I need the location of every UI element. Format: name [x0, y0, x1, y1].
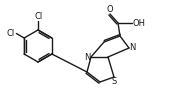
Text: O: O [106, 5, 113, 14]
Text: N: N [130, 43, 136, 52]
Text: OH: OH [133, 19, 145, 28]
Text: S: S [111, 77, 117, 86]
Text: Cl: Cl [6, 29, 14, 38]
Text: Cl: Cl [35, 12, 43, 21]
Text: N: N [84, 53, 90, 62]
